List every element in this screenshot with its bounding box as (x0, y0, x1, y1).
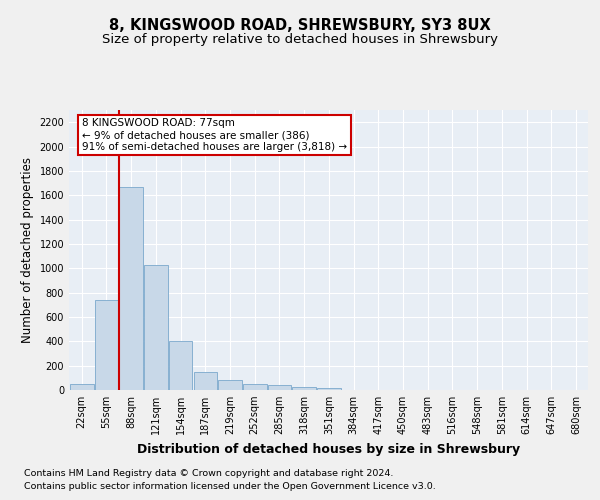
Text: 8, KINGSWOOD ROAD, SHREWSBURY, SY3 8UX: 8, KINGSWOOD ROAD, SHREWSBURY, SY3 8UX (109, 18, 491, 32)
Text: Contains HM Land Registry data © Crown copyright and database right 2024.: Contains HM Land Registry data © Crown c… (24, 468, 394, 477)
Text: Distribution of detached houses by size in Shrewsbury: Distribution of detached houses by size … (137, 442, 520, 456)
Bar (169, 340, 193, 390)
Bar (144, 264, 167, 390)
Text: Contains public sector information licensed under the Open Government Licence v3: Contains public sector information licen… (24, 482, 436, 491)
Bar (218, 380, 242, 390)
Text: Size of property relative to detached houses in Shrewsbury: Size of property relative to detached ho… (102, 32, 498, 46)
Bar (194, 372, 217, 390)
Bar (268, 386, 291, 390)
Bar (95, 300, 118, 390)
Text: 8 KINGSWOOD ROAD: 77sqm
← 9% of detached houses are smaller (386)
91% of semi-de: 8 KINGSWOOD ROAD: 77sqm ← 9% of detached… (82, 118, 347, 152)
Y-axis label: Number of detached properties: Number of detached properties (21, 157, 34, 343)
Bar (243, 384, 266, 390)
Bar (70, 384, 94, 390)
Bar (292, 386, 316, 390)
Bar (119, 186, 143, 390)
Bar (317, 388, 341, 390)
